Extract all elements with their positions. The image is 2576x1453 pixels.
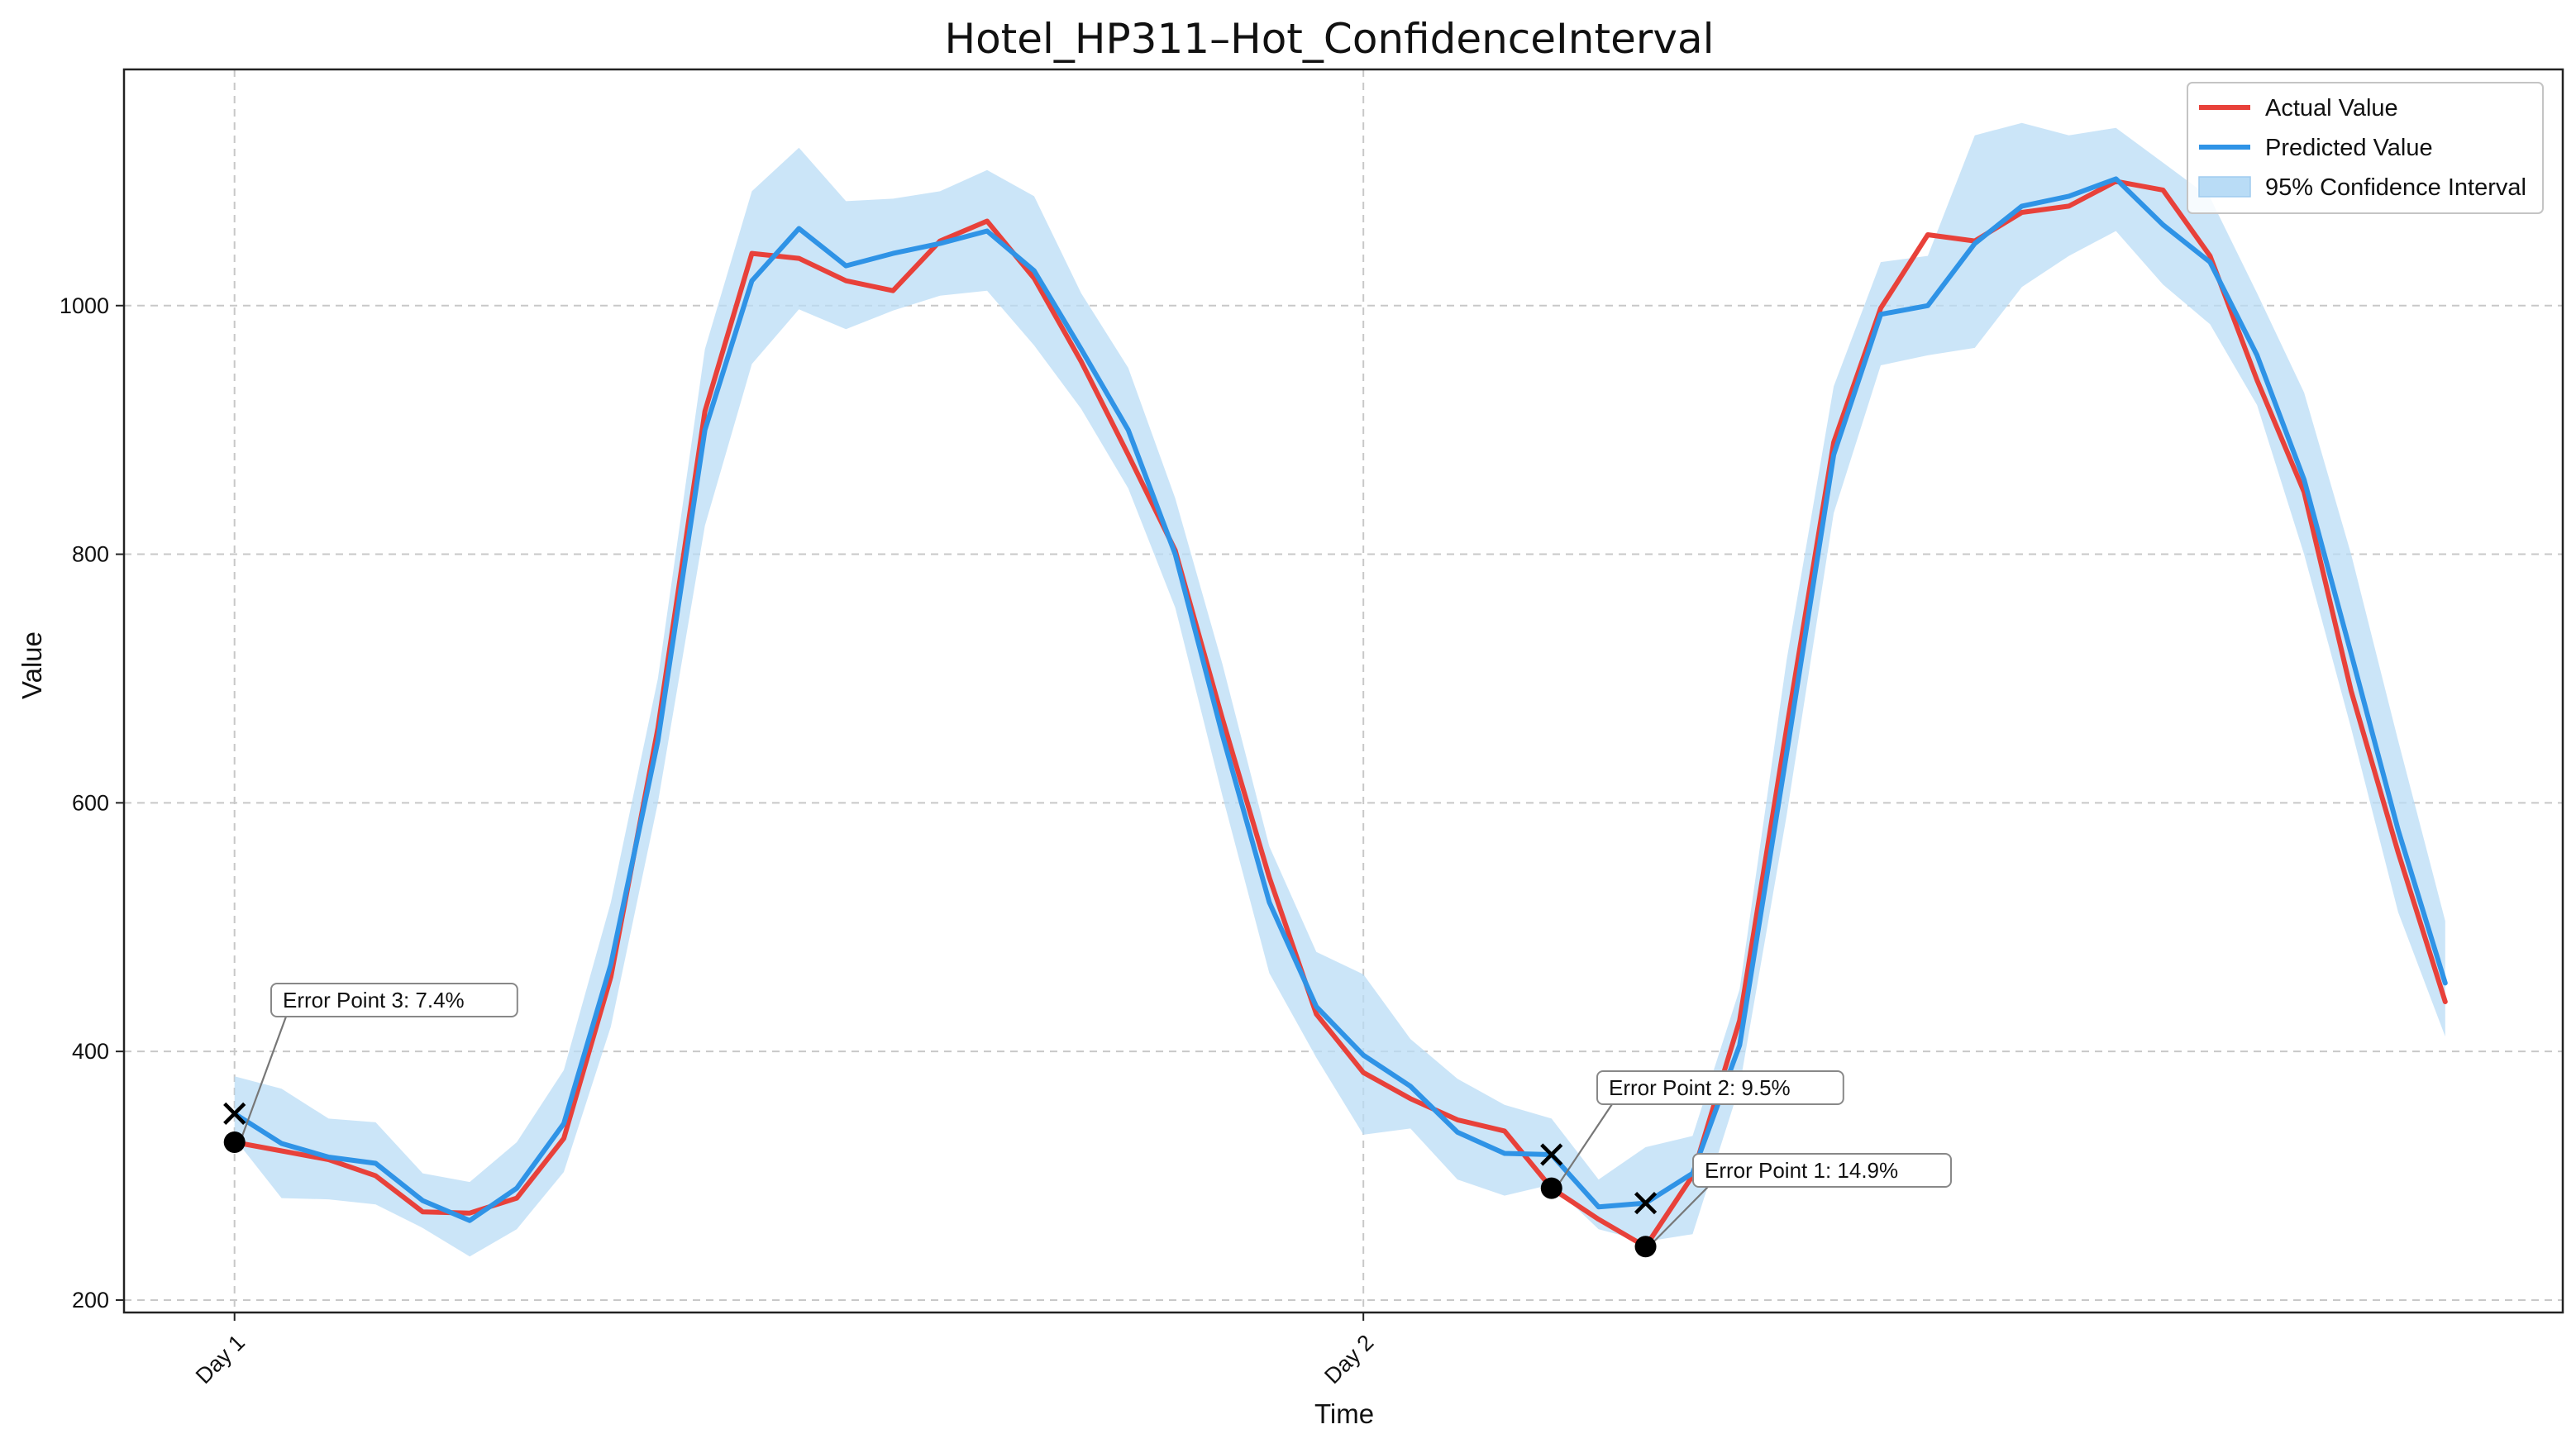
confidence-interval-layer	[234, 122, 2445, 1257]
legend-item-actual-value: Actual Value	[2199, 95, 2398, 121]
confidence-interval-band	[234, 122, 2445, 1257]
chart-title: Hotel_HP311–Hot_ConfidenceInterval	[944, 15, 1714, 63]
actual-value-point	[1634, 1236, 1657, 1258]
cross-stroke	[223, 1102, 246, 1125]
annotation-arrow	[1651, 1186, 1709, 1245]
x-axis-label: Time	[1314, 1398, 1374, 1429]
legend-frame	[2187, 82, 2544, 214]
annotation-label: Error Point 2: 9.5%	[1609, 1075, 1791, 1100]
legend-item-confidence-interval: 95% Confidence Interval	[2198, 174, 2526, 201]
legend-swatch-patch	[2198, 176, 2251, 198]
annotation-arrow	[240, 1016, 288, 1140]
cross-stroke	[1540, 1143, 1563, 1166]
marker-layer	[223, 1102, 1658, 1258]
actual-value-point	[1540, 1177, 1562, 1199]
series-layer	[231, 176, 2448, 1250]
x-tick-label: Day 2	[1319, 1330, 1378, 1389]
predicted-value-cross	[1634, 1192, 1658, 1215]
y-tick-label: 400	[72, 1039, 109, 1064]
annotation-box	[1596, 1070, 1844, 1105]
cross-stroke	[1634, 1192, 1658, 1215]
y-tick-label: 1000	[60, 293, 109, 318]
predicted-value-cross	[223, 1102, 246, 1125]
x-tick-label: Day 1	[191, 1330, 250, 1389]
predicted-value-cross	[1540, 1143, 1563, 1166]
annotation-label: Error Point 3: 7.4%	[283, 988, 465, 1012]
legend: Actual Value Predicted Value 95% Confidenc…	[2187, 82, 2544, 214]
annotation-box	[270, 983, 518, 1017]
y-tick-label: 800	[72, 542, 109, 567]
legend-label: Actual Value	[2265, 95, 2398, 121]
legend-label: Predicted Value	[2265, 135, 2433, 161]
actual-value-line	[231, 179, 2448, 1250]
y-axis-label: Value	[17, 631, 47, 699]
annotation-label: Error Point 1: 14.9%	[1705, 1158, 1898, 1183]
actual-value-point	[223, 1131, 246, 1153]
annotation-layer: Error Point 1: 14.9% Error Point 2: 9.5% E…	[240, 983, 1952, 1245]
annotation-box	[1692, 1153, 1952, 1188]
y-tick-label: 600	[72, 790, 109, 815]
y-tick-label: 200	[72, 1288, 109, 1312]
legend-item-predicted-value: Predicted Value	[2199, 135, 2433, 161]
predicted-value-line	[231, 176, 2448, 1223]
legend-label: 95% Confidence Interval	[2265, 174, 2526, 201]
plot-frame	[122, 68, 2564, 1314]
annotation-arrow	[1557, 1103, 1613, 1186]
